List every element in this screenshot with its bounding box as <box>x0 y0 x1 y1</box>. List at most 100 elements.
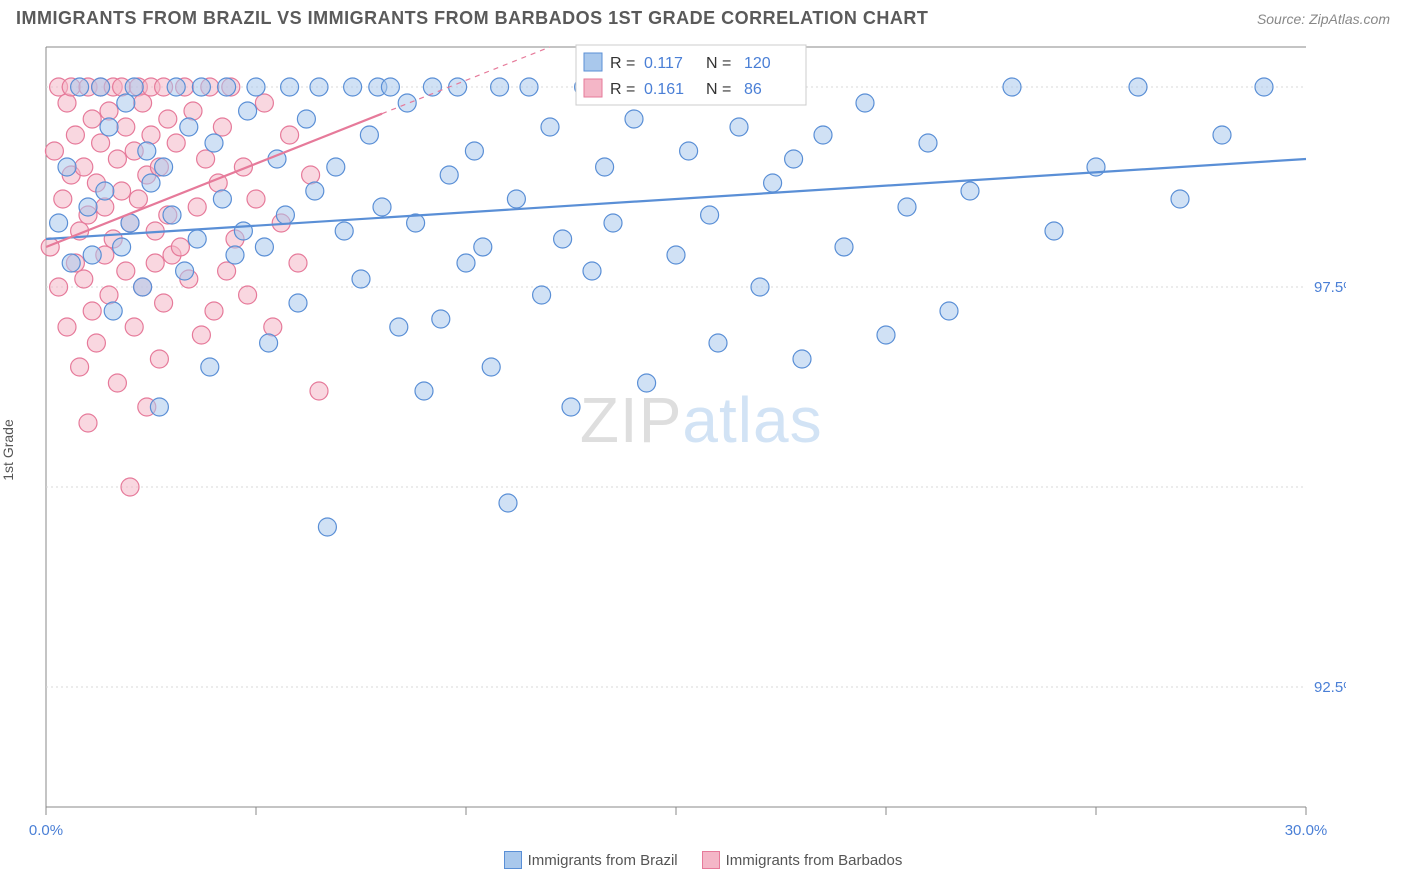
scatter-point <box>335 222 353 240</box>
scatter-point <box>373 198 391 216</box>
legend-n-label: N = <box>706 81 731 98</box>
scatter-point <box>192 78 210 96</box>
scatter-point <box>264 318 282 336</box>
scatter-point <box>318 518 336 536</box>
x-tick-label: 0.0% <box>29 822 63 839</box>
scatter-point <box>390 318 408 336</box>
scatter-point <box>58 158 76 176</box>
scatter-point <box>234 222 252 240</box>
scatter-point <box>751 278 769 296</box>
scatter-point <box>297 110 315 128</box>
scatter-point <box>71 358 89 376</box>
scatter-point <box>1129 78 1147 96</box>
legend-n-value: 86 <box>744 81 762 98</box>
scatter-point <box>541 118 559 136</box>
scatter-point <box>793 350 811 368</box>
scatter-point <box>150 398 168 416</box>
scatter-point <box>289 254 307 272</box>
scatter-point <box>66 126 84 144</box>
chart-source: Source: ZipAtlas.com <box>1257 11 1390 27</box>
scatter-point <box>96 198 114 216</box>
scatter-point <box>764 174 782 192</box>
scatter-point <box>255 238 273 256</box>
scatter-point <box>50 278 68 296</box>
scatter-point <box>100 286 118 304</box>
scatter-point <box>134 278 152 296</box>
scatter-point <box>192 326 210 344</box>
scatter-point <box>507 190 525 208</box>
scatter-point <box>457 254 475 272</box>
scatter-point <box>83 302 101 320</box>
scatter-point <box>197 150 215 168</box>
scatter-point <box>58 318 76 336</box>
scatter-point <box>596 158 614 176</box>
scatter-point <box>213 190 231 208</box>
scatter-point <box>1171 190 1189 208</box>
scatter-point <box>142 174 160 192</box>
scatter-point <box>83 246 101 264</box>
scatter-point <box>75 270 93 288</box>
scatter-point <box>1003 78 1021 96</box>
scatter-point <box>188 198 206 216</box>
scatter-point <box>117 94 135 112</box>
scatter-point <box>226 246 244 264</box>
scatter-point <box>709 334 727 352</box>
scatter-point <box>310 382 328 400</box>
scatter-point <box>255 94 273 112</box>
scatter-point <box>638 374 656 392</box>
scatter-point <box>260 334 278 352</box>
x-tick-label: 30.0% <box>1285 822 1328 839</box>
scatter-point <box>218 78 236 96</box>
scatter-point <box>1255 78 1273 96</box>
legend-label: Immigrants from Barbados <box>726 852 903 869</box>
scatter-point <box>71 78 89 96</box>
scatter-point <box>167 134 185 152</box>
scatter-point <box>121 478 139 496</box>
scatter-point <box>680 142 698 160</box>
scatter-point <box>87 334 105 352</box>
scatter-point <box>919 134 937 152</box>
scatter-point <box>167 78 185 96</box>
scatter-point <box>201 358 219 376</box>
scatter-point <box>276 206 294 224</box>
scatter-point <box>415 382 433 400</box>
scatter-point <box>352 270 370 288</box>
scatter-point <box>449 78 467 96</box>
legend-r-label: R = <box>610 55 635 72</box>
legend-n-value: 120 <box>744 55 771 72</box>
scatter-point <box>239 102 257 120</box>
scatter-point <box>155 294 173 312</box>
scatter-point <box>100 102 118 120</box>
scatter-point <box>171 238 189 256</box>
scatter-point <box>247 78 265 96</box>
y-tick-label: 97.5% <box>1314 279 1346 296</box>
scatter-point <box>113 182 131 200</box>
scatter-point <box>146 254 164 272</box>
scatter-point <box>667 246 685 264</box>
scatter-point <box>533 286 551 304</box>
legend-swatch <box>584 79 602 97</box>
legend-r-value: 0.117 <box>644 55 683 72</box>
legend-r-value: 0.161 <box>644 81 684 98</box>
legend-bottom-item: Immigrants from Brazil <box>504 851 678 869</box>
scatter-point <box>289 294 307 312</box>
scatter-point <box>218 262 236 280</box>
scatter-point <box>440 166 458 184</box>
scatter-point <box>62 254 80 272</box>
scatter-point <box>856 94 874 112</box>
scatter-point <box>1045 222 1063 240</box>
scatter-point <box>138 142 156 160</box>
scatter-point <box>117 262 135 280</box>
scatter-point <box>184 102 202 120</box>
scatter-point <box>898 198 916 216</box>
scatter-point <box>482 358 500 376</box>
scatter-point <box>877 326 895 344</box>
scatter-point <box>1213 126 1231 144</box>
scatter-point <box>108 150 126 168</box>
scatter-point <box>281 78 299 96</box>
scatter-point <box>79 198 97 216</box>
scatter-point <box>344 78 362 96</box>
scatter-point <box>306 182 324 200</box>
scatter-point <box>625 110 643 128</box>
legend-label: Immigrants from Brazil <box>528 852 678 869</box>
